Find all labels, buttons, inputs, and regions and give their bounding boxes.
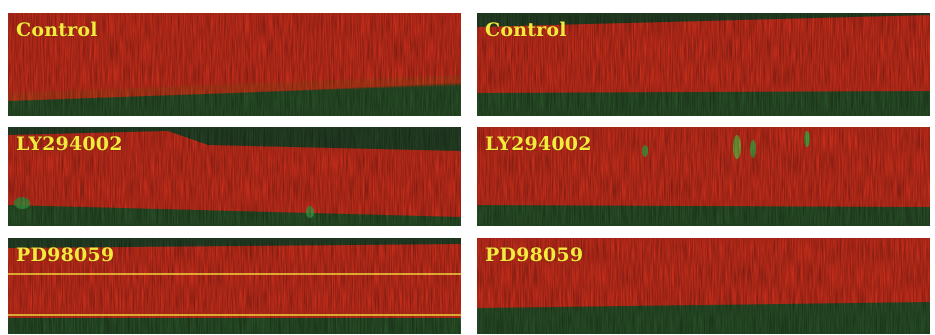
micrograph-image	[8, 238, 461, 334]
panel-ly294002-left: LY294002	[8, 127, 461, 226]
micrograph-image	[477, 13, 930, 116]
panel-label: Control	[485, 19, 567, 41]
panel-control-left: Control	[8, 13, 461, 116]
panel-label: PD98059	[485, 244, 584, 266]
panel-pd98059-left: PD98059	[8, 238, 461, 334]
panel-label: LY294002	[485, 133, 592, 155]
panel-control-right: Control	[477, 13, 930, 116]
panel-pd98059-right: PD98059	[477, 238, 930, 334]
micrograph-image	[477, 238, 930, 334]
micrograph-image	[8, 13, 461, 116]
micrograph-image	[477, 127, 930, 226]
panel-label: PD98059	[16, 244, 115, 266]
panel-ly294002-right: LY294002	[477, 127, 930, 226]
panel-label: Control	[16, 19, 98, 41]
micrograph-image	[8, 127, 461, 226]
panel-label: LY294002	[16, 133, 123, 155]
